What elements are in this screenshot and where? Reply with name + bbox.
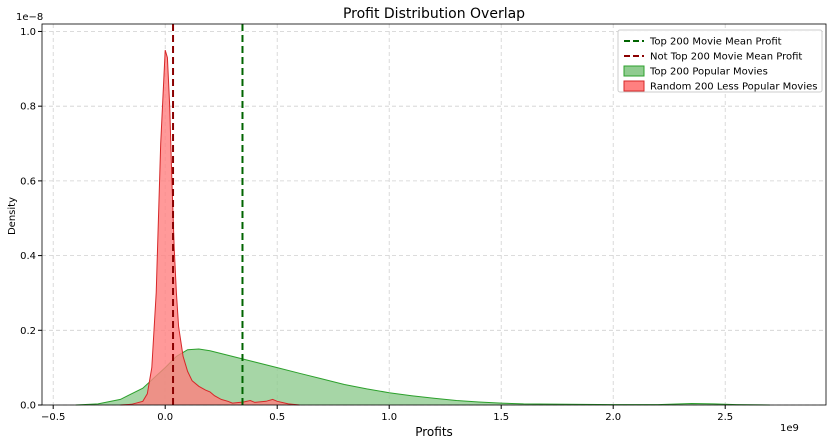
- legend-label: Top 200 Movie Mean Profit: [649, 37, 782, 48]
- x-tick-label: −0.5: [41, 412, 65, 423]
- y-tick-label: 0.8: [20, 102, 36, 113]
- y-tick-label: 0.6: [20, 176, 36, 187]
- y-tick-label: 0.2: [20, 326, 36, 337]
- legend-patch-swatch: [623, 65, 645, 77]
- x-tick-label: 1.0: [381, 412, 397, 423]
- x-tick-label: 2.5: [717, 412, 733, 423]
- series-area-random-200: [120, 50, 300, 405]
- y-tick-label: 1.0: [20, 27, 36, 38]
- legend-label: Random 200 Less Popular Movies: [650, 82, 817, 93]
- y-axis-label: Density: [7, 197, 18, 235]
- series-line-random-200: [120, 49, 300, 406]
- x-axis-label: Profits: [415, 425, 453, 439]
- x-tick-label: 1.5: [493, 412, 509, 423]
- legend-patch-swatch: [623, 80, 645, 92]
- x-axis-offset-text: 1e9: [780, 423, 799, 434]
- x-tick-label: 0.0: [157, 412, 173, 423]
- series-area-top-200: [75, 349, 771, 405]
- legend-label: Not Top 200 Movie Mean Profit: [650, 52, 802, 63]
- chart-title: Profit Distribution Overlap: [343, 6, 525, 22]
- legend: Top 200 Movie Mean Profit Not Top 200 Mov…: [617, 29, 823, 93]
- y-tick-label: 0.0: [20, 401, 36, 412]
- legend-label: Top 200 Popular Movies: [649, 67, 768, 78]
- plot-area: −0.5 0.0 0.5 1.0 1.5 2.0 2.5 0.0 0.2 0.4 0.6 0.8 1.0: [20, 23, 827, 423]
- x-tick-label: 2.0: [605, 412, 621, 423]
- legend-box: [617, 29, 823, 93]
- y-axis-offset-text: 1e−8: [16, 12, 43, 23]
- x-tick-label: 0.5: [269, 412, 285, 423]
- plot-frame: [41, 23, 827, 406]
- y-tick-label: 0.4: [20, 251, 36, 262]
